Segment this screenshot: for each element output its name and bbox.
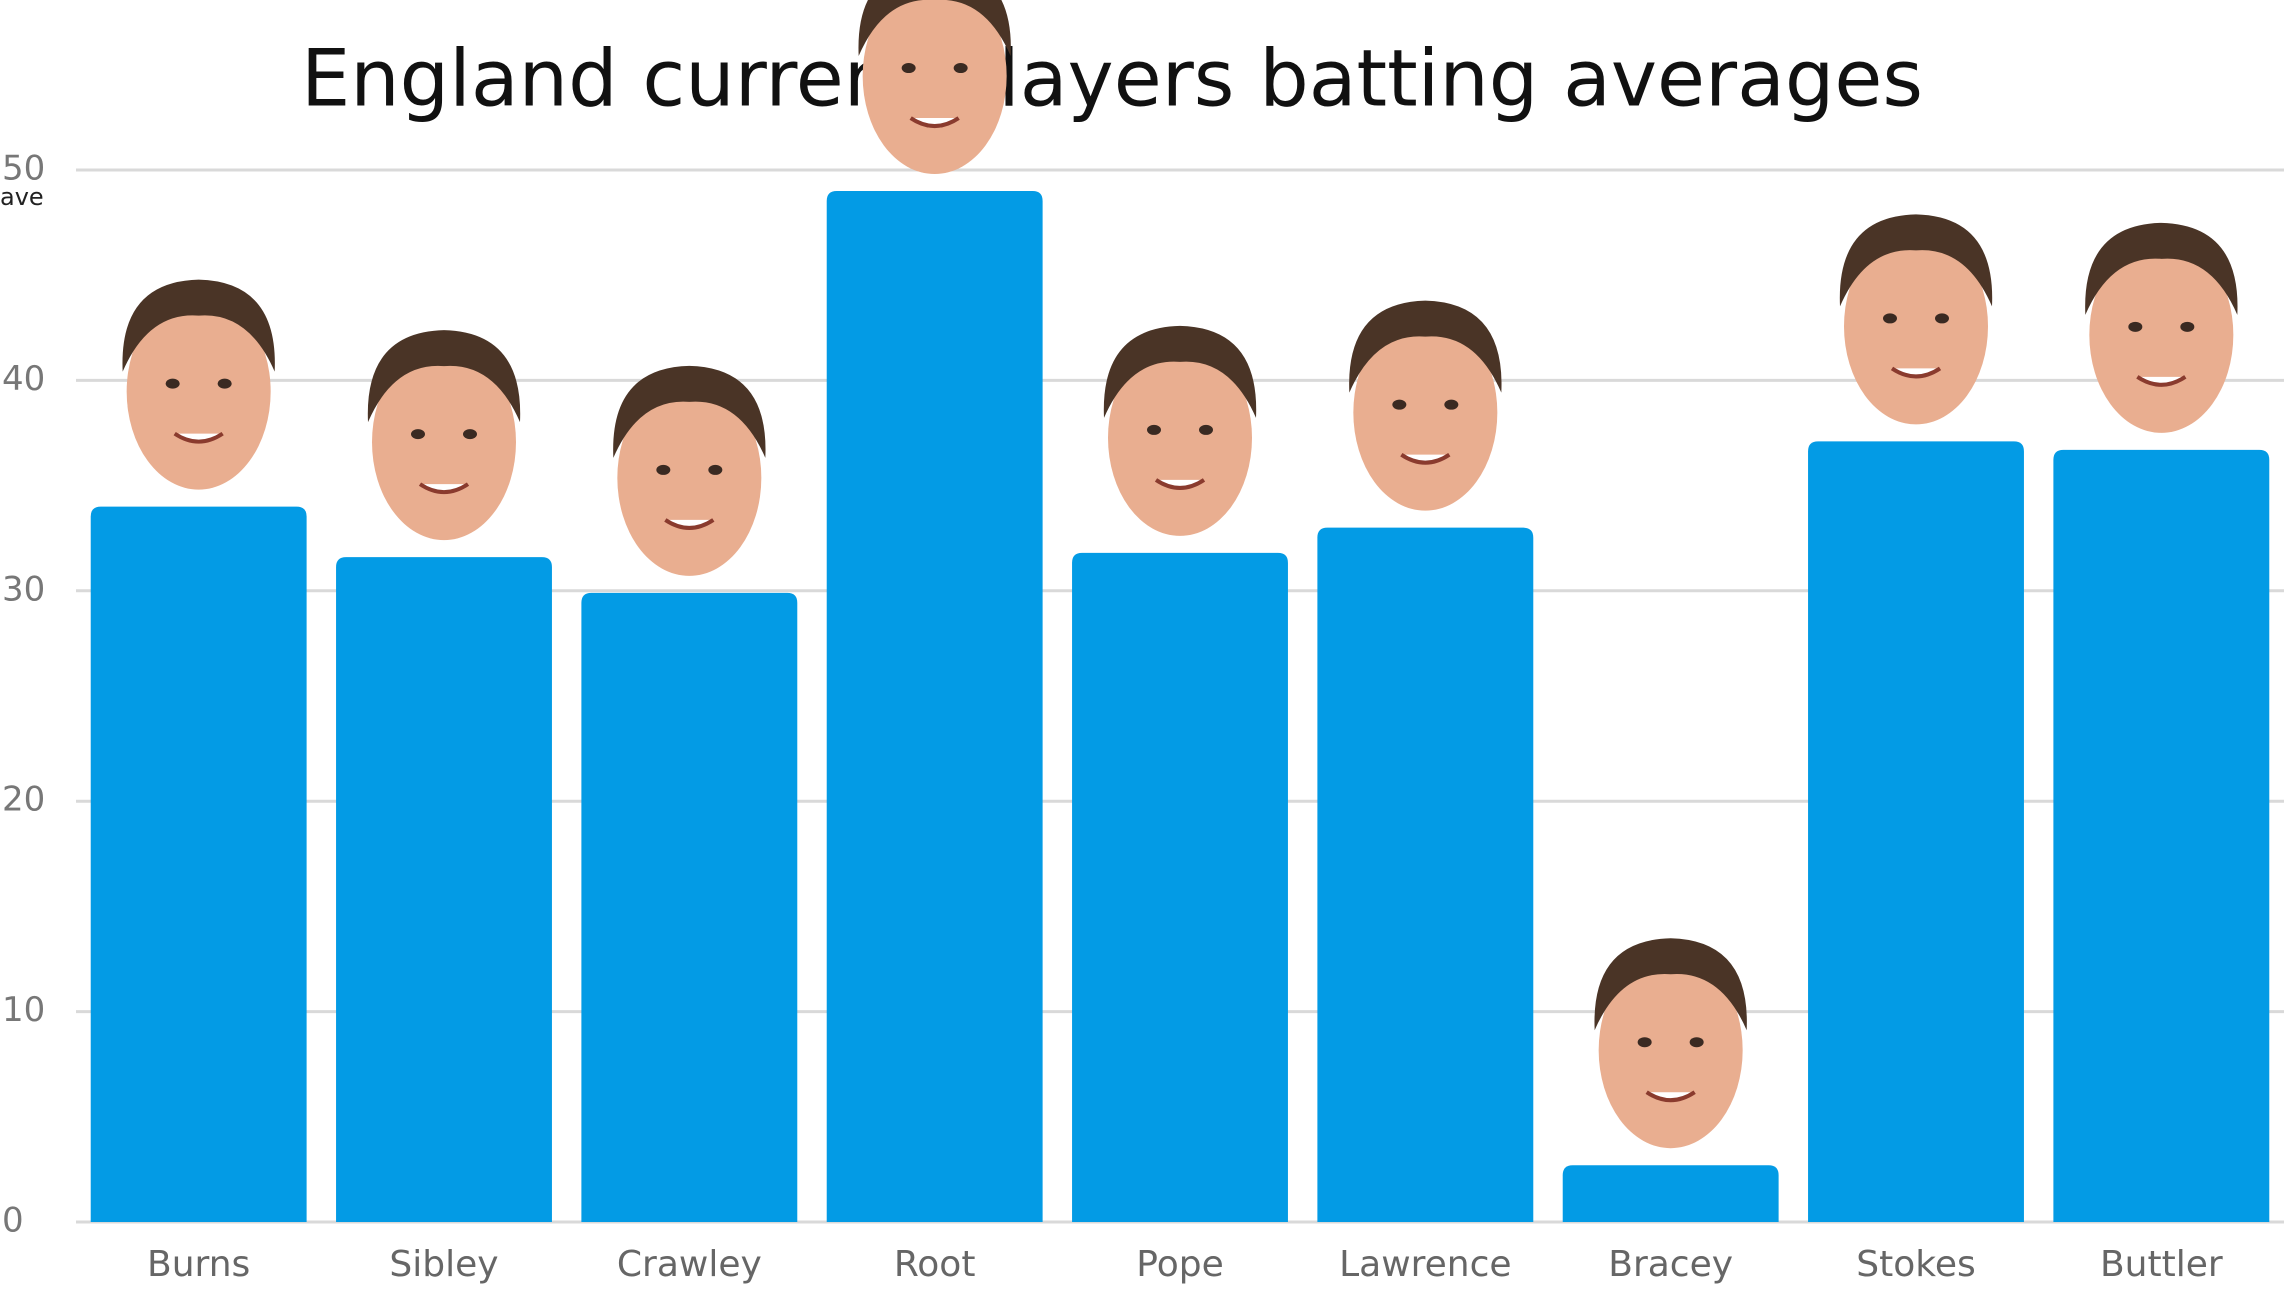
x-tick-label: Bracey xyxy=(1608,1244,1733,1285)
bar xyxy=(1808,441,2024,1222)
x-tick-label: Crawley xyxy=(617,1244,762,1285)
player-face xyxy=(617,379,762,576)
y-tick-label: 30 xyxy=(2,569,45,609)
player-eye xyxy=(1147,424,1161,435)
y-tick-label: 50 xyxy=(2,149,45,189)
player-eye xyxy=(1689,1037,1704,1048)
player-eye xyxy=(708,464,723,475)
player-eye xyxy=(463,429,477,440)
player-mouth xyxy=(1154,478,1206,490)
player-face xyxy=(1844,228,1988,425)
bar xyxy=(90,506,307,1222)
player-eye xyxy=(953,63,968,74)
player-face xyxy=(126,293,271,490)
player-mouth xyxy=(664,518,715,530)
x-tick-label: Burns xyxy=(147,1244,250,1285)
player-eye xyxy=(901,63,916,74)
player-eye xyxy=(1199,424,1213,435)
y-axis-label: ave xyxy=(0,183,44,211)
y-tick-label: 40 xyxy=(2,359,45,399)
x-tick-label: Root xyxy=(894,1244,976,1285)
x-tick-label: Pope xyxy=(1136,1244,1223,1285)
player-face xyxy=(1598,952,1743,1149)
bar xyxy=(826,191,1043,1222)
player-mouth xyxy=(1645,1090,1696,1103)
player-hair xyxy=(122,279,275,372)
y-tick-label: 10 xyxy=(2,990,45,1030)
player-hair xyxy=(1594,938,1747,1031)
player-hair xyxy=(613,365,766,458)
player-mouth xyxy=(2136,375,2187,387)
player-hair xyxy=(367,330,521,423)
player-mouth xyxy=(173,431,224,444)
player-eye xyxy=(217,378,232,389)
player-eye xyxy=(1392,399,1407,410)
player-hair xyxy=(858,0,1011,57)
bar xyxy=(336,557,552,1222)
player-eye xyxy=(2128,321,2143,332)
player-face xyxy=(1108,339,1252,536)
x-tick-label: Sibley xyxy=(389,1244,498,1285)
player-mouth xyxy=(1400,452,1451,465)
player-mouth xyxy=(1890,366,1942,379)
player-face xyxy=(862,0,1007,175)
player-eye xyxy=(656,464,671,475)
bar xyxy=(2053,449,2270,1222)
chart-title: England current players batting averages xyxy=(301,34,1923,124)
player-eye xyxy=(1883,313,1897,324)
y-tick-label: 0 xyxy=(2,1201,24,1241)
x-tick-label: Lawrence xyxy=(1339,1244,1511,1285)
player-hair xyxy=(2085,222,2238,315)
player-face xyxy=(2089,236,2234,433)
player-hair xyxy=(1839,214,1993,307)
player-eye xyxy=(165,378,180,389)
player-eye xyxy=(2180,321,2195,332)
y-tick-label: 20 xyxy=(2,780,45,820)
player-hair xyxy=(1349,300,1502,393)
player-eye xyxy=(1637,1037,1652,1048)
player-hair xyxy=(1103,325,1257,418)
bar xyxy=(1562,1165,1779,1222)
bar xyxy=(1072,552,1288,1222)
player-face xyxy=(1353,314,1498,511)
player-mouth xyxy=(909,116,960,129)
x-tick-label: Buttler xyxy=(2100,1244,2223,1285)
player-mouth xyxy=(418,482,470,495)
player-eye xyxy=(411,429,425,440)
x-tick-label: Stokes xyxy=(1856,1244,1975,1285)
player-eye xyxy=(1444,399,1459,410)
bar xyxy=(581,592,798,1222)
player-face xyxy=(372,344,516,541)
bar xyxy=(1317,527,1534,1222)
player-eye xyxy=(1935,313,1949,324)
